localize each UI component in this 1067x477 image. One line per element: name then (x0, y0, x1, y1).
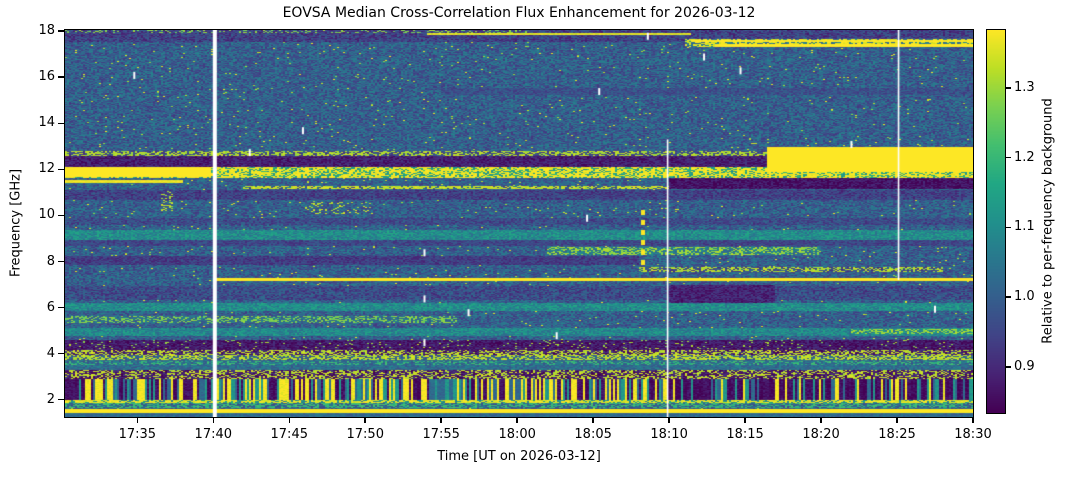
x-tick-label: 18:00 (498, 427, 536, 442)
x-axis-tick (592, 418, 594, 423)
x-axis-tick (364, 418, 366, 423)
y-tick-label: 10 (38, 207, 55, 223)
y-axis-tick (58, 352, 64, 355)
x-axis-tick (288, 418, 290, 423)
x-axis-tick (972, 418, 974, 423)
colorbar-tick-label: 1.2 (1014, 149, 1035, 165)
x-axis-label: Time [UT on 2026-03-12] (437, 449, 601, 464)
y-tick-label: 16 (38, 69, 55, 85)
y-axis-tick (58, 260, 64, 263)
colorbar-tick-label: 1.3 (1014, 79, 1035, 95)
spectrogram-heatmap (64, 29, 974, 418)
x-tick-label: 17:55 (422, 427, 460, 442)
x-tick-label: 18:10 (650, 427, 688, 442)
colorbar-tick (1006, 87, 1011, 89)
y-axis-tick (58, 306, 64, 309)
colorbar (986, 29, 1006, 414)
chart-title: EOVSA Median Cross-Correlation Flux Enha… (282, 5, 756, 21)
colorbar-tick (1006, 296, 1011, 298)
x-tick-label: 17:40 (194, 427, 233, 442)
y-axis-tick (58, 30, 64, 32)
y-tick-label: 18 (38, 23, 55, 39)
y-axis-tick (58, 214, 64, 217)
y-axis-tick (58, 122, 64, 125)
colorbar-label: Relative to per-frequency background (1040, 98, 1056, 344)
y-tick-label: 2 (46, 391, 55, 407)
colorbar-tick (1006, 226, 1011, 229)
y-axis-tick (58, 398, 64, 401)
colorbar-tick-label: 1.0 (1014, 289, 1035, 305)
x-axis-tick (136, 418, 139, 423)
x-tick-label: 18:30 (954, 427, 992, 442)
y-tick-label: 8 (46, 253, 55, 269)
x-tick-label: 17:45 (270, 427, 308, 442)
x-axis-tick (212, 418, 215, 423)
y-tick-label: 12 (38, 161, 55, 177)
x-tick-label: 18:25 (878, 427, 916, 442)
y-axis-tick (58, 76, 64, 78)
x-axis-tick (440, 418, 442, 423)
x-tick-label: 18:05 (574, 427, 612, 442)
y-axis-tick (58, 168, 64, 171)
colorbar-tick-label: 0.9 (1014, 358, 1035, 374)
colorbar-tick-label: 1.1 (1014, 219, 1035, 235)
colorbar-tick (1006, 156, 1011, 159)
x-axis-tick (820, 418, 822, 423)
x-tick-label: 17:50 (346, 427, 384, 442)
x-axis-tick (896, 418, 898, 423)
x-axis-tick (516, 418, 518, 423)
y-tick-label: 14 (38, 115, 55, 131)
x-axis-tick (668, 418, 670, 423)
x-tick-label: 18:15 (726, 427, 764, 442)
colorbar-tick (1006, 366, 1011, 368)
x-axis-tick (744, 418, 746, 423)
x-tick-label: 17:35 (118, 427, 157, 442)
y-tick-label: 6 (46, 299, 55, 315)
x-tick-label: 18:20 (802, 427, 840, 442)
y-tick-label: 4 (46, 345, 55, 361)
